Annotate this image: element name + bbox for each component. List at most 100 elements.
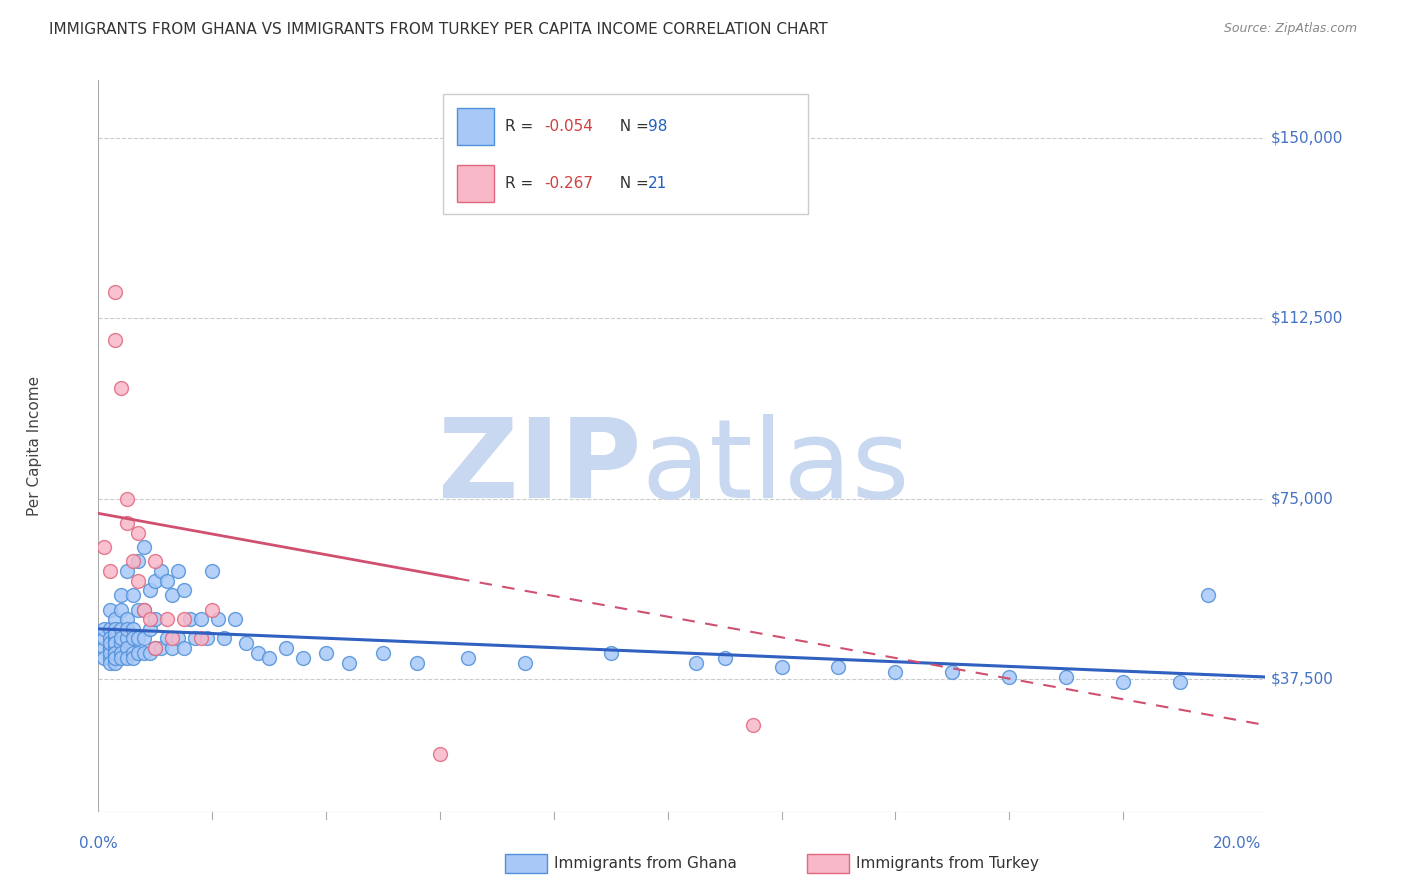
Point (93, 632, 115, 646)
Text: R =: R = (505, 120, 538, 134)
Text: 20.0%: 20.0% (1213, 836, 1261, 851)
Point (162, 588, 184, 602)
Point (315, 646, 337, 660)
Text: ZIP: ZIP (437, 415, 641, 522)
Point (138, 583, 160, 598)
Point (515, 656, 537, 670)
Point (173, 612, 195, 626)
Point (371, 646, 394, 660)
Point (110, 636, 132, 650)
Point (93, 641, 115, 656)
Point (98, 602, 121, 616)
Point (121, 632, 143, 646)
Point (742, 718, 765, 732)
Text: Immigrants from Ghana: Immigrants from Ghana (554, 856, 737, 871)
Point (941, 665, 963, 680)
Point (93, 540, 115, 554)
Text: Per Capita Income: Per Capita Income (27, 376, 42, 516)
Point (110, 646, 132, 660)
Point (115, 650, 138, 665)
Point (104, 632, 127, 646)
Point (143, 574, 166, 588)
Point (127, 574, 149, 588)
Point (127, 602, 149, 616)
Point (104, 656, 127, 670)
Point (1198, 588, 1220, 602)
Point (104, 626, 127, 640)
Point (121, 622, 143, 636)
Point (143, 612, 166, 626)
Text: $150,000: $150,000 (1271, 130, 1344, 145)
Point (167, 632, 190, 646)
Point (104, 650, 127, 665)
Point (162, 632, 184, 646)
Point (98, 632, 121, 646)
Point (337, 656, 360, 670)
Text: N =: N = (610, 120, 654, 134)
Point (110, 650, 132, 665)
Point (156, 632, 179, 646)
Point (246, 646, 269, 660)
Point (292, 650, 315, 665)
Point (93, 622, 115, 636)
Point (98, 641, 121, 656)
Point (121, 650, 143, 665)
Point (150, 564, 173, 578)
Text: atlas: atlas (641, 415, 910, 522)
Point (1168, 674, 1191, 689)
Text: $37,500: $37,500 (1271, 672, 1334, 687)
Point (127, 646, 149, 660)
Point (98, 564, 121, 578)
Point (179, 612, 201, 626)
Point (685, 656, 707, 670)
Text: Immigrants from Turkey: Immigrants from Turkey (856, 856, 1039, 871)
Text: $75,000: $75,000 (1271, 491, 1334, 507)
Point (167, 564, 190, 578)
Point (770, 660, 793, 674)
Point (150, 641, 173, 656)
Point (98, 646, 121, 660)
Point (115, 641, 138, 656)
Point (115, 491, 138, 506)
Point (201, 602, 224, 616)
Point (190, 632, 212, 646)
Point (104, 636, 127, 650)
Point (98, 622, 121, 636)
Point (98, 636, 121, 650)
Point (127, 632, 149, 646)
Text: IMMIGRANTS FROM GHANA VS IMMIGRANTS FROM TURKEY PER CAPITA INCOME CORRELATION CH: IMMIGRANTS FROM GHANA VS IMMIGRANTS FROM… (49, 22, 828, 37)
Point (224, 612, 246, 626)
Point (104, 646, 127, 660)
Point (1112, 674, 1135, 689)
Point (104, 650, 127, 665)
Point (138, 646, 160, 660)
Point (138, 612, 160, 626)
Point (173, 583, 195, 598)
Point (143, 554, 166, 568)
Point (127, 554, 149, 568)
Text: R =: R = (505, 177, 538, 191)
Point (201, 564, 224, 578)
Point (599, 646, 621, 660)
Point (132, 602, 155, 616)
Point (110, 622, 132, 636)
Point (190, 612, 212, 626)
Point (429, 747, 451, 761)
Text: N =: N = (610, 177, 654, 191)
Point (115, 516, 138, 530)
Point (110, 632, 132, 646)
Point (121, 588, 143, 602)
Point (132, 602, 155, 616)
Point (132, 646, 155, 660)
Point (195, 632, 218, 646)
Point (162, 641, 184, 656)
Point (104, 636, 127, 650)
Point (104, 285, 127, 299)
Point (257, 650, 280, 665)
Point (98, 650, 121, 665)
Point (143, 641, 166, 656)
Point (104, 641, 127, 656)
Point (115, 632, 138, 646)
Text: 21: 21 (648, 177, 668, 191)
Point (104, 333, 127, 347)
